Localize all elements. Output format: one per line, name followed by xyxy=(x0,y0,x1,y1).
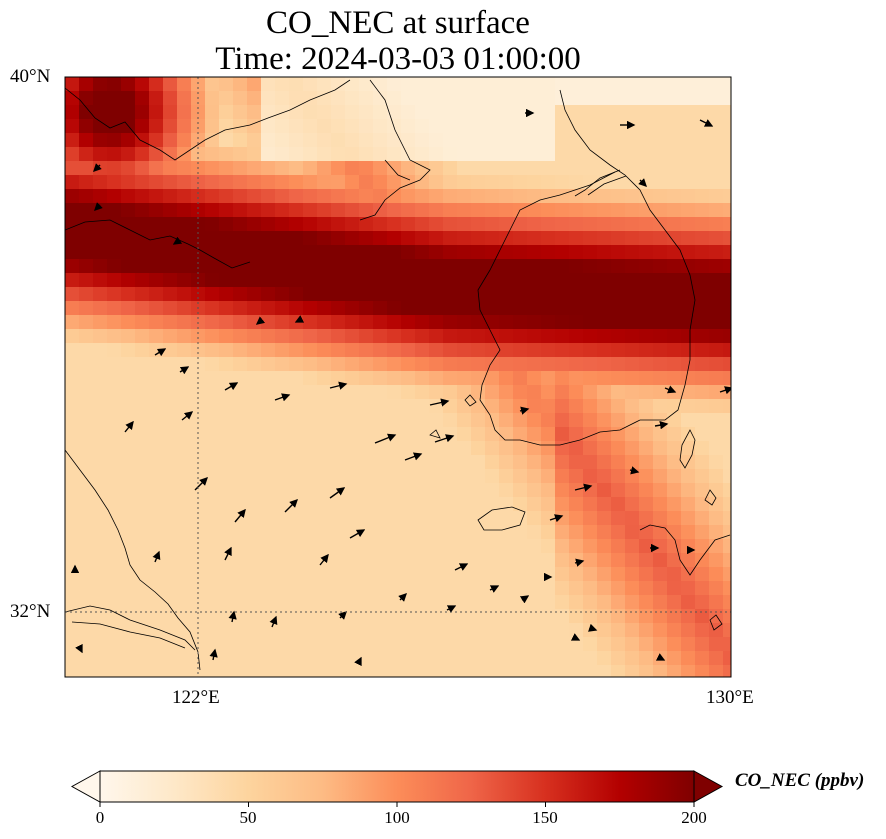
coastlines xyxy=(65,79,731,671)
wind-arrow xyxy=(429,398,450,407)
wind-arrow xyxy=(228,610,237,623)
wind-arrow xyxy=(255,316,266,325)
colorbar-tick-200: 200 xyxy=(681,808,707,827)
wind-arrow xyxy=(519,595,530,604)
wind-arrow xyxy=(172,236,183,245)
wind-arrow xyxy=(209,648,218,661)
wind-arrow xyxy=(574,483,593,492)
colorbar-max-extend xyxy=(693,770,724,803)
wind-arrow xyxy=(374,433,397,444)
colorbar-label: CO_NEC (ppbv) xyxy=(735,770,865,791)
wind-arrow xyxy=(154,348,167,357)
wind-arrow xyxy=(284,499,298,513)
colorbar-tick-0: 0 xyxy=(95,808,105,827)
wind-arrow xyxy=(181,411,194,421)
wind-arrow xyxy=(93,163,102,172)
wind-arrow xyxy=(638,178,647,187)
lon-label-122e: 122°E xyxy=(172,687,220,708)
wind-arrow xyxy=(329,487,346,499)
wind-arrow xyxy=(269,615,278,628)
map-frame xyxy=(64,76,732,678)
wind-arrow xyxy=(719,386,731,395)
wind-arrow xyxy=(354,656,362,667)
colorbar-tick-100: 100 xyxy=(384,808,410,827)
wind-arrow xyxy=(179,366,190,375)
wind-arrow xyxy=(224,546,232,561)
wind-arrow xyxy=(234,508,246,523)
wind-arrow xyxy=(549,514,564,523)
wind-vectors xyxy=(70,108,731,667)
wind-arrow xyxy=(349,529,366,539)
wind-arrow xyxy=(274,393,291,402)
wind-arrow xyxy=(489,585,500,593)
wind-arrow xyxy=(446,605,457,613)
wind-arrow xyxy=(629,466,640,475)
lat-label-40n: 40°N xyxy=(10,66,51,87)
wind-arrow xyxy=(319,553,329,566)
co-concentration-field xyxy=(65,77,731,677)
wind-arrow xyxy=(398,593,407,602)
wind-arrow xyxy=(94,202,103,211)
wind-arrow xyxy=(224,382,239,391)
wind-arrow xyxy=(194,477,208,491)
wind-arrow xyxy=(588,623,598,632)
wind-arrow xyxy=(124,420,134,433)
map-subtitle-time: Time: 2024-03-03 01:00:00 xyxy=(215,41,581,77)
wind-arrow xyxy=(294,315,305,323)
map-title: CO_NEC at surface xyxy=(266,5,530,41)
wind-arrow xyxy=(152,550,161,563)
lat-label-32n: 32°N xyxy=(10,601,51,622)
wind-arrow xyxy=(434,434,455,443)
colorbar-min-extend xyxy=(70,770,101,803)
wind-arrow xyxy=(404,452,423,461)
wind-arrow xyxy=(574,558,585,567)
wind-arrow xyxy=(338,611,347,620)
wind-arrow xyxy=(654,421,669,430)
colorbar-tick-150: 150 xyxy=(532,808,558,827)
colorbar-gradient xyxy=(100,771,694,802)
map-plot xyxy=(64,76,732,678)
wind-arrow xyxy=(329,381,348,390)
wind-arrow xyxy=(454,563,469,571)
wind-arrow xyxy=(664,385,677,394)
wind-arrow xyxy=(655,653,666,661)
lon-label-130e: 130°E xyxy=(706,687,754,708)
wind-arrow xyxy=(75,643,83,654)
wind-arrow xyxy=(519,406,530,415)
colorbar-tick-50: 50 xyxy=(239,808,257,827)
wind-arrow xyxy=(570,633,581,641)
wind-arrow xyxy=(699,119,714,127)
